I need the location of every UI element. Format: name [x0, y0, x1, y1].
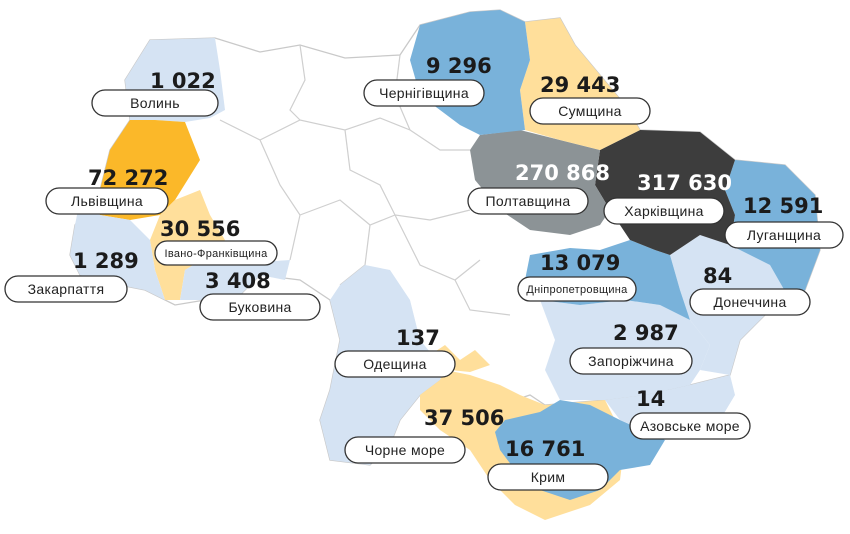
name-ivano: Івано-Франківщина	[164, 248, 268, 260]
value-ivano: 30 556	[160, 217, 240, 241]
label-black-sea: 37 506 Чорне море	[344, 406, 504, 464]
label-ivano: 30 556 Івано-Франківщина	[154, 217, 278, 266]
value-poltava: 270 868	[515, 161, 610, 185]
value-odesa: 137	[396, 326, 440, 350]
region-zakarpattia	[70, 200, 165, 300]
value-volyn: 1 022	[150, 69, 216, 93]
name-bukovyna: Буковина	[228, 299, 291, 315]
name-donetsk: Донеччина	[713, 294, 786, 310]
label-donetsk: 84 Донеччина	[689, 264, 811, 316]
label-box-bukovyna	[199, 293, 321, 321]
value-dnipro: 13 079	[540, 251, 620, 275]
value-donetsk: 84	[703, 264, 732, 288]
name-black-sea: Чорне море	[365, 442, 445, 458]
label-poltava: 270 868 Полтавщина	[467, 161, 610, 215]
label-azov: 14 Азовське море	[629, 387, 751, 440]
name-dnipro: Дніпропетровщина	[526, 284, 628, 296]
label-box-crimea	[487, 463, 609, 491]
region-bukovyna	[180, 255, 290, 300]
label-box-sumy	[529, 97, 651, 125]
label-box-kharkiv	[603, 197, 725, 225]
name-zaporizhzhia: Запоріжчина	[588, 353, 674, 369]
label-box-donetsk	[689, 288, 811, 316]
label-box-azov	[629, 412, 751, 440]
value-azov: 14	[636, 387, 665, 411]
name-luhansk: Луганщина	[747, 227, 821, 243]
label-box-zakarpattia	[4, 275, 128, 303]
name-crimea: Крим	[531, 469, 566, 485]
name-chernihiv: Чернігівщина	[379, 85, 469, 101]
label-box-black-sea	[344, 436, 466, 464]
name-volyn: Волинь	[130, 95, 180, 111]
value-chernihiv: 9 296	[426, 54, 492, 78]
label-box-dnipro	[517, 276, 637, 302]
name-zakarpattia: Закарпаття	[28, 281, 105, 297]
name-sumy: Сумщина	[558, 103, 622, 119]
value-crimea: 16 761	[505, 437, 585, 461]
label-box-volyn	[91, 89, 219, 117]
label-box-zaporizhzhia	[569, 347, 693, 375]
label-box-lviv	[45, 187, 169, 215]
value-sumy: 29 443	[540, 73, 620, 97]
label-box-odesa	[334, 350, 456, 378]
label-box-ivano	[154, 240, 278, 266]
label-zaporizhzhia: 2 987 Запоріжчина	[569, 321, 693, 375]
value-lviv: 72 272	[88, 166, 168, 190]
label-kharkiv: 317 630 Харківщина	[603, 171, 732, 225]
name-kharkiv: Харківщина	[624, 203, 703, 219]
label-box-luhansk	[724, 221, 844, 249]
name-lviv: Львівщина	[71, 193, 143, 209]
label-lviv: 72 272 Львівщина	[45, 166, 169, 215]
label-chernihiv: 9 296 Чернігівщина	[363, 54, 492, 107]
label-sumy: 29 443 Сумщина	[529, 73, 651, 125]
label-dnipro: 13 079 Дніпропетровщина	[517, 251, 637, 302]
label-box-chernihiv	[363, 79, 485, 107]
label-odesa: 137 Одещина	[334, 326, 456, 378]
name-poltava: Полтавщина	[485, 193, 570, 209]
value-zakarpattia: 1 289	[73, 249, 139, 273]
label-zakarpattia: 1 289 Закарпаття	[4, 249, 139, 303]
label-bukovyna: 3 408 Буковина	[199, 269, 321, 321]
label-box-poltava	[467, 187, 589, 215]
label-crimea: 16 761 Крим	[487, 437, 609, 491]
value-luhansk: 12 591	[743, 194, 823, 218]
label-luhansk: 12 591 Луганщина	[724, 194, 844, 249]
value-bukovyna: 3 408	[205, 269, 271, 293]
name-odesa: Одещина	[363, 356, 427, 372]
value-zaporizhzhia: 2 987	[613, 321, 679, 345]
value-black-sea: 37 506	[424, 406, 504, 430]
name-azov: Азовське море	[640, 418, 740, 434]
value-kharkiv: 317 630	[637, 171, 732, 195]
label-volyn: 1 022 Волинь	[91, 69, 219, 117]
